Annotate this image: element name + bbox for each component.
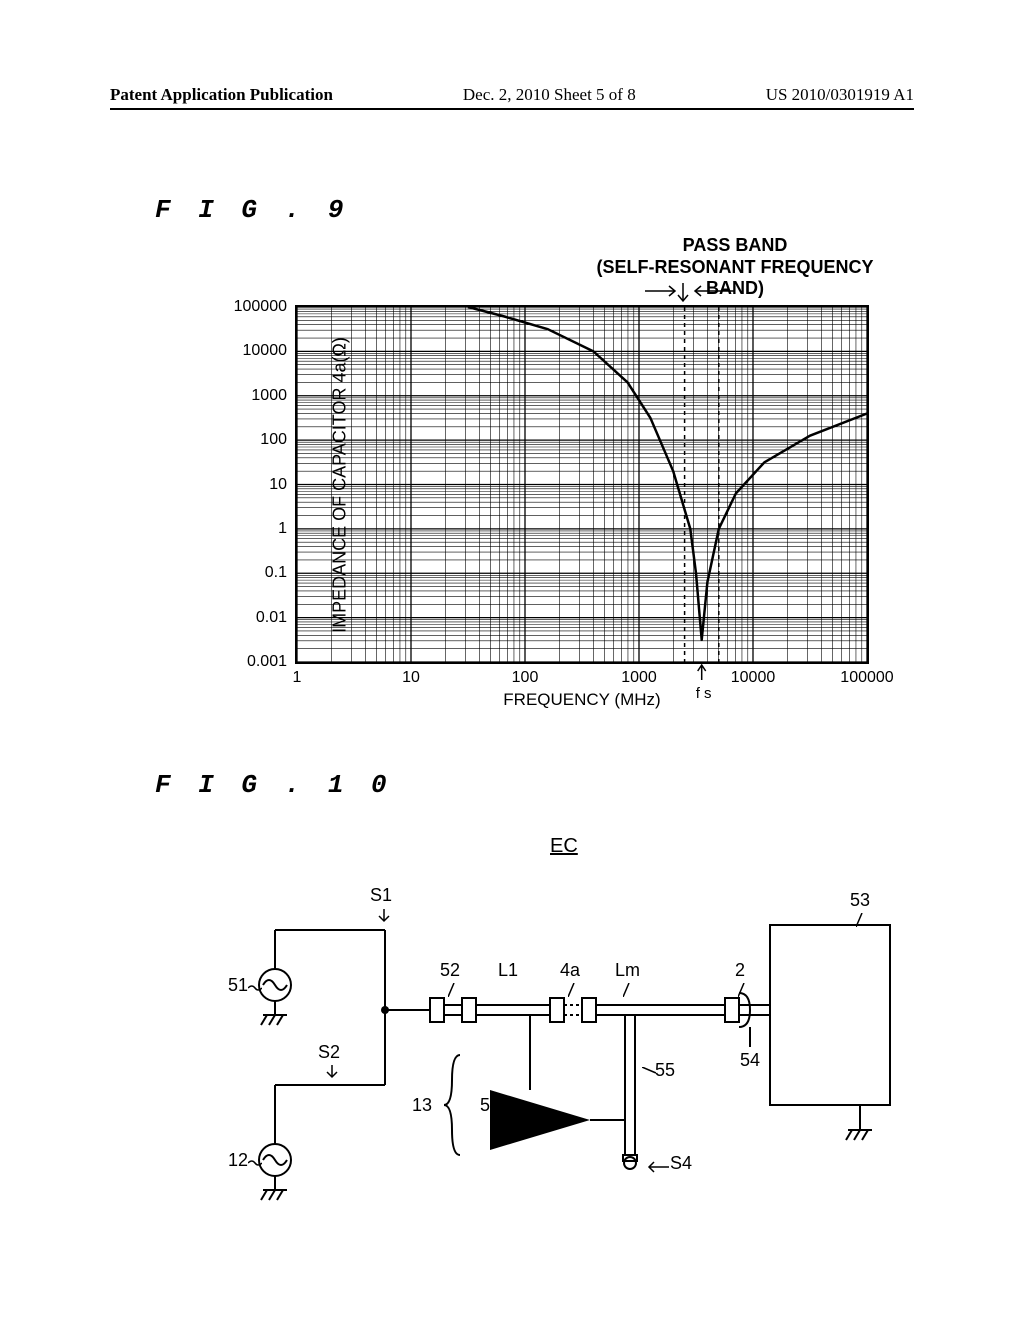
leader-icon [856,913,868,927]
x-tick: 100 [512,669,539,687]
x-tick: 10 [402,669,420,687]
arrow-down-icon [326,1065,338,1081]
leader-icon [642,1067,656,1079]
label-4a: 4a [560,960,580,981]
arrow-down-icon [378,909,390,925]
label-s4: S4 [670,1153,692,1174]
x-tick: 1000 [621,669,657,687]
tilde-icon [248,984,262,992]
impedance-chart: IMPEDANCE OF CAPACITOR 4a(Ω) FREQUENCY (… [295,305,869,664]
fig10-container: EC [230,835,910,1235]
y-tick: 10000 [207,342,287,360]
label-12: 12 [228,1150,248,1171]
chart-grid-svg [297,307,867,662]
label-54: 54 [740,1050,760,1071]
tilde-icon [248,1159,262,1167]
x-axis-label: FREQUENCY (MHz) [503,690,660,710]
label-51: 51 [228,975,248,996]
leader-icon [568,983,580,997]
label-56: 56 [480,1095,500,1116]
y-tick: 100000 [207,298,287,316]
header-left: Patent Application Publication [110,85,333,105]
label-55: 55 [655,1060,675,1081]
label-52: 52 [440,960,460,981]
fig10-caption: F I G . 1 0 [155,770,393,800]
y-tick: 1000 [207,387,287,405]
y-tick: 1 [207,520,287,538]
leader-icon [738,983,750,997]
y-tick: 10 [207,476,287,494]
y-tick: 0.1 [207,564,287,582]
schematic-svg [230,855,910,1225]
y-tick: 0.01 [207,609,287,627]
label-s2: S2 [318,1042,340,1063]
label-s1: S1 [370,885,392,906]
x-tick: 100000 [840,669,893,687]
label-13: 13 [412,1095,432,1116]
fig9-container: PASS BAND (SELF-RESONANT FREQUENCY BAND)… [180,235,900,705]
header-rule [110,108,914,110]
passband-arrows-icon [645,283,735,305]
label-2: 2 [735,960,745,981]
arrow-left-icon [645,1161,669,1173]
y-tick: 0.001 [207,653,287,671]
y-tick: 100 [207,431,287,449]
header-center: Dec. 2, 2010 Sheet 5 of 8 [463,85,636,105]
label-53: 53 [850,890,870,911]
fig9-caption: F I G . 9 [155,195,349,225]
label-lm: Lm [615,960,640,981]
passband-title: PASS BAND (SELF-RESONANT FREQUENCY BAND) [570,235,900,300]
leader-icon [448,983,460,997]
x-tick: 1 [293,669,302,687]
header-right: US 2010/0301919 A1 [766,85,914,105]
leader-icon [623,983,635,997]
label-l1: L1 [498,960,518,981]
passband-line1: PASS BAND [683,235,788,255]
fs-label: f s [696,685,712,702]
x-tick: 10000 [731,669,776,687]
